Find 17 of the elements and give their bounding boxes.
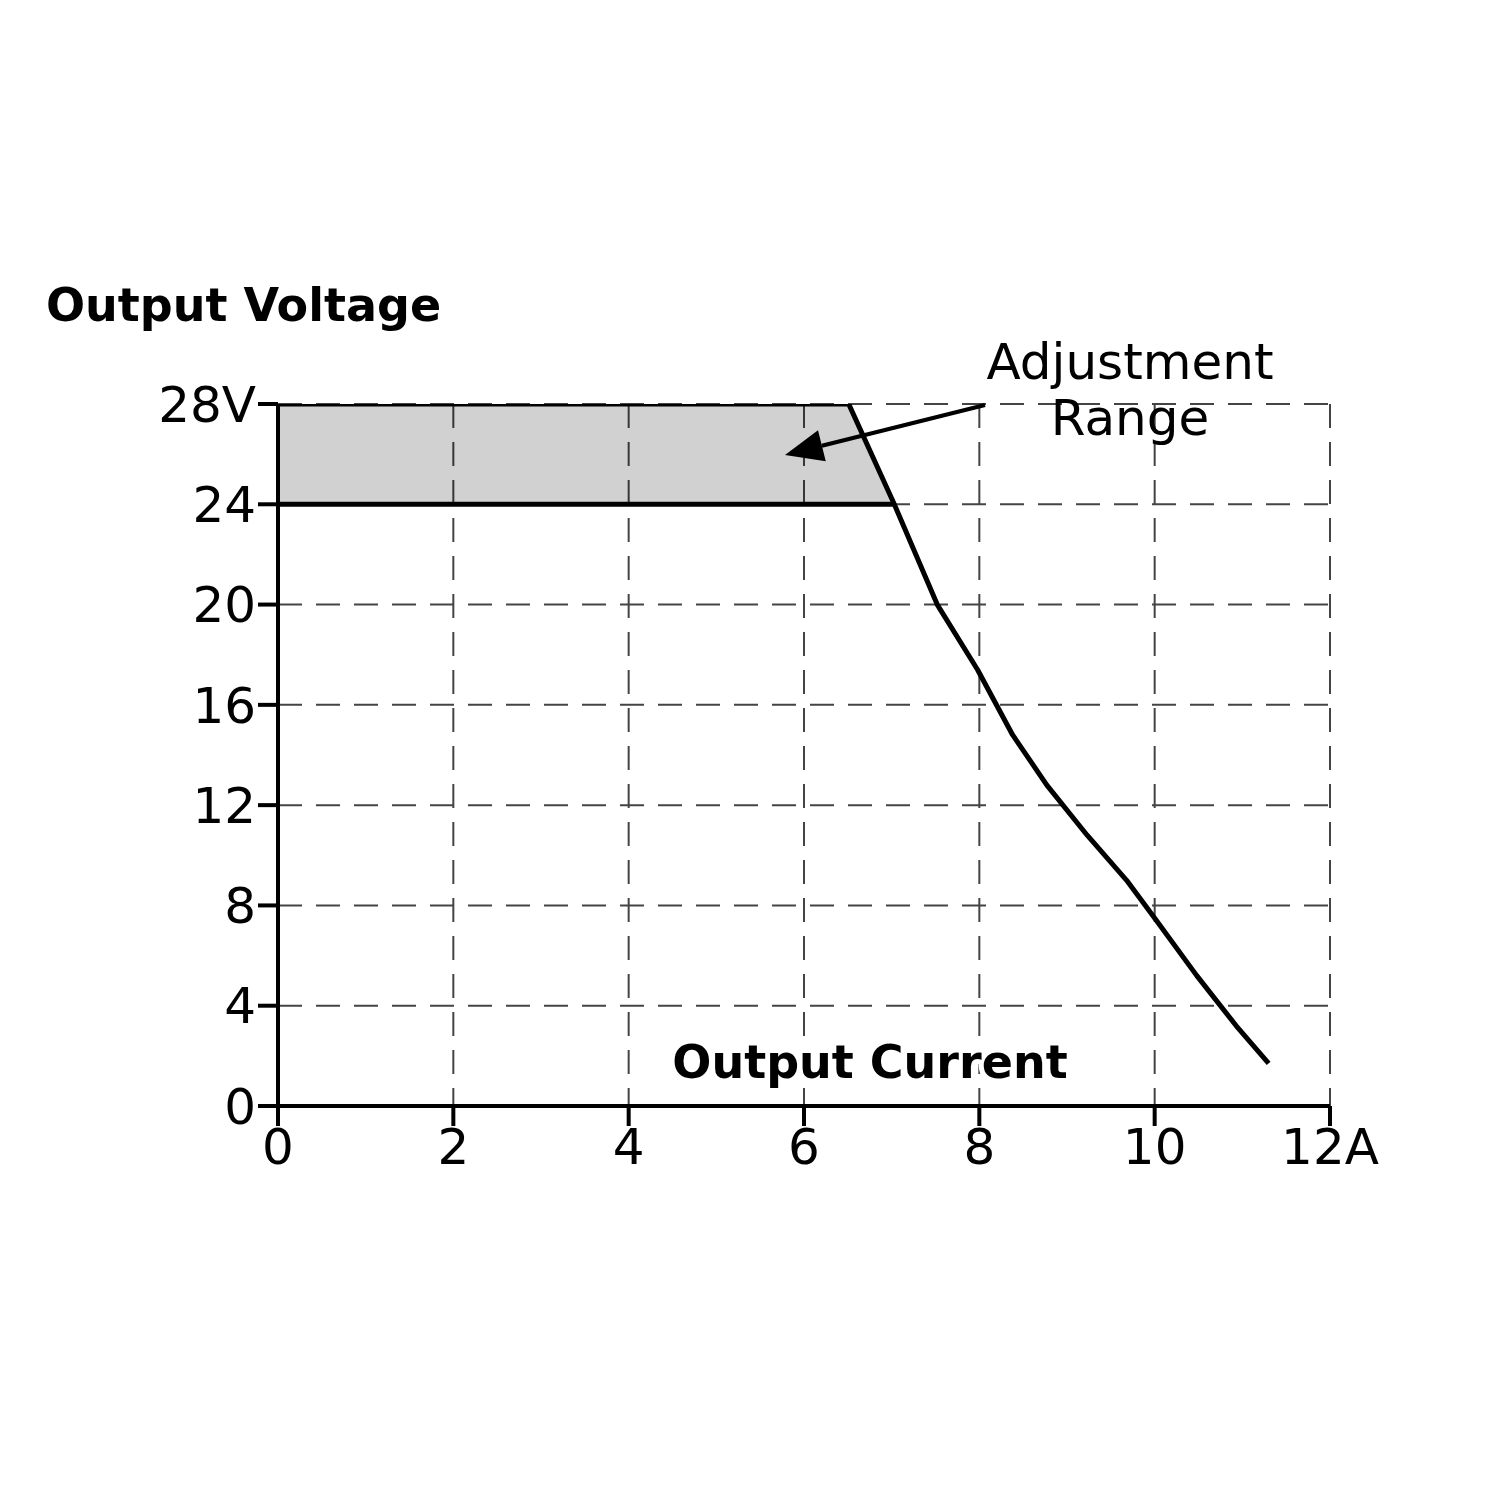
x-tick-label: 8 bbox=[963, 1117, 996, 1176]
x-tick-label: 10 bbox=[1122, 1117, 1187, 1176]
x-tick-label: 12A bbox=[1281, 1117, 1379, 1176]
x-tick-label: 0 bbox=[262, 1117, 294, 1176]
y-tick-label: 12 bbox=[192, 776, 256, 835]
y-tick-label: 0 bbox=[224, 1077, 256, 1136]
x-tick-label: 2 bbox=[437, 1117, 470, 1176]
y-tick-label: 20 bbox=[192, 576, 256, 635]
y-tick-label: 8 bbox=[224, 877, 256, 936]
x-tick-label: 6 bbox=[788, 1117, 820, 1176]
y-tick-label: 28V bbox=[158, 375, 256, 434]
y-tick-label: 4 bbox=[224, 977, 256, 1036]
y-tick-label: 24 bbox=[192, 476, 256, 535]
x-tick-label: 4 bbox=[612, 1117, 645, 1176]
y-axis-title: Output Voltage bbox=[46, 277, 442, 332]
y-tick-label: 16 bbox=[192, 676, 256, 735]
annotation: Adjustment Range bbox=[986, 332, 1274, 447]
